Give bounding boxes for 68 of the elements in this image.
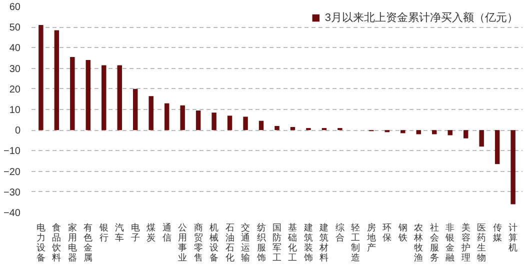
x-tick-label: 农林牧渔 [413,222,424,262]
x-tick-label: 通信 [162,222,172,242]
bar [494,130,500,164]
y-tick-label: −30 [4,187,21,198]
x-tick-label: 家用电器 [68,222,77,262]
x-tick-label: 建筑材料 [318,222,329,262]
x-tick-label: 电子 [130,222,140,242]
x-tick-label: 计算机 [508,222,518,252]
bar [432,130,437,134]
x-tick-label: 环保 [382,222,392,242]
y-tick-label: 60 [9,2,21,13]
bar [86,60,91,130]
y-tick-label: 40 [9,43,21,54]
x-tick-label: 石油石化 [225,222,234,262]
bar [70,56,75,130]
bar [117,65,122,130]
y-tick-label: 50 [9,22,21,34]
y-tick-label: −20 [4,166,21,178]
x-tick-label: 美容护理 [460,222,470,262]
x-tick-label: 基础化工 [287,222,298,262]
x-tick-label: 商贸零售 [194,222,203,262]
bar [38,25,44,130]
legend-label: 3月以来北上资金累计净买入额（亿元） [324,10,518,25]
bar [274,126,280,130]
x-tick-label: 建筑装饰 [302,222,313,262]
bar [148,96,154,130]
bar [510,130,516,204]
bar [196,110,201,130]
x-tick-label: 钢铁 [397,222,408,242]
bar [400,130,406,134]
bar [448,130,452,136]
bar [180,105,185,130]
bar [258,120,264,130]
x-tick-label: 国防军工 [272,222,282,262]
y-tick-label: 30 [9,64,21,75]
x-tick-label: 交通运输 [241,222,250,262]
y-tick-label: −10 [4,146,21,158]
bar [54,30,60,130]
y-tick-label: 0 [14,126,21,137]
bar [290,127,296,130]
bar [164,103,170,130]
x-tick-label: 食品饮料 [51,222,62,262]
x-tick-label: 综合 [335,222,344,242]
bar [212,112,216,130]
bar [227,116,232,130]
y-tick-label: 10 [9,105,21,116]
x-tick-label: 公用事业 [178,222,188,262]
x-tick-label: 纺织服饰 [256,222,266,262]
x-tick-label: 有色金属 [84,222,93,262]
x-tick-label: 传媒 [492,222,502,242]
bar [479,130,484,147]
x-tick-label: 机械设备 [210,222,219,262]
bar [463,130,468,138]
bar [133,88,138,130]
bar [102,65,106,130]
y-tick-label: −40 [4,208,21,219]
x-tick-label: 非银金融 [444,222,455,262]
bar [243,116,248,130]
x-tick-label: 轻工制造 [351,222,360,262]
bar [416,130,421,134]
x-tick-label: 房地产 [366,222,376,252]
y-tick-label: 20 [9,84,21,96]
x-tick-label: 汽车 [115,222,124,242]
x-tick-label: 社会服务 [430,222,439,262]
x-tick-label: 煤炭 [146,222,156,242]
x-tick-label: 医药生物 [477,222,486,262]
x-tick-label: 银行 [98,222,108,242]
x-tick-label: 电力设备 [36,222,46,262]
